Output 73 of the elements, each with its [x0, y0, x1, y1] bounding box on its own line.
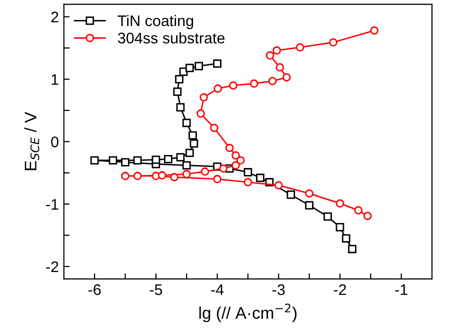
x-tick-label: -1	[395, 284, 408, 295]
point	[213, 59, 222, 68]
point	[244, 178, 252, 186]
legend-label: TiN coating	[118, 14, 194, 30]
point	[324, 212, 332, 221]
point	[108, 156, 118, 165]
y-tick-label: 0	[51, 136, 58, 148]
point	[196, 109, 205, 118]
point	[210, 124, 218, 132]
point	[272, 46, 281, 55]
point	[342, 234, 350, 243]
point	[232, 161, 240, 170]
y-tick-label: 2	[51, 12, 58, 22]
point	[190, 139, 198, 148]
point	[175, 75, 184, 84]
point	[268, 76, 277, 86]
point	[121, 172, 130, 180]
point	[296, 43, 304, 52]
point	[213, 174, 222, 184]
x-tick-label: -3	[272, 284, 285, 296]
point	[244, 168, 252, 176]
point	[274, 181, 283, 190]
point	[250, 79, 258, 88]
y-tick-label: -1	[46, 199, 58, 210]
y-axis-title: E$_{SCE}$ / V	[24, 112, 40, 170]
point	[182, 118, 191, 128]
point	[133, 156, 142, 165]
point	[354, 206, 363, 214]
point	[176, 103, 185, 112]
point	[370, 26, 378, 35]
point	[185, 64, 194, 72]
point	[182, 161, 191, 170]
point	[363, 212, 372, 220]
y-tick-label: -2	[46, 261, 58, 272]
point	[336, 199, 344, 208]
point	[200, 93, 208, 102]
point	[266, 51, 274, 60]
point	[158, 171, 166, 180]
point	[256, 174, 264, 182]
point	[133, 172, 142, 180]
point	[182, 170, 191, 178]
point	[185, 148, 194, 158]
point	[329, 38, 338, 47]
point	[121, 158, 130, 166]
point	[90, 156, 99, 165]
point	[170, 173, 178, 182]
point	[200, 167, 210, 176]
point	[164, 154, 172, 164]
y-tick-label: 1	[52, 74, 58, 85]
point	[348, 244, 356, 254]
point	[236, 156, 245, 165]
point	[173, 88, 182, 96]
x-tick-label: -6	[88, 284, 101, 296]
point	[219, 164, 228, 173]
x-tick-label: -4	[211, 284, 224, 295]
point	[305, 189, 314, 198]
legend-label: 304ss substrate	[118, 32, 225, 44]
x-axis-title: lg (// A·cm$^{−2}$)	[199, 304, 297, 322]
point	[286, 190, 296, 199]
point	[276, 63, 284, 72]
point	[188, 131, 197, 140]
point	[229, 81, 238, 90]
point	[225, 144, 234, 152]
x-tick-label: -2	[334, 284, 346, 295]
point	[176, 153, 185, 162]
point	[336, 223, 344, 232]
point	[305, 201, 314, 210]
point	[152, 156, 160, 164]
point	[282, 73, 291, 82]
x-tick-label: -5	[150, 284, 162, 296]
point	[194, 62, 204, 70]
point	[232, 151, 240, 160]
point	[214, 84, 222, 93]
